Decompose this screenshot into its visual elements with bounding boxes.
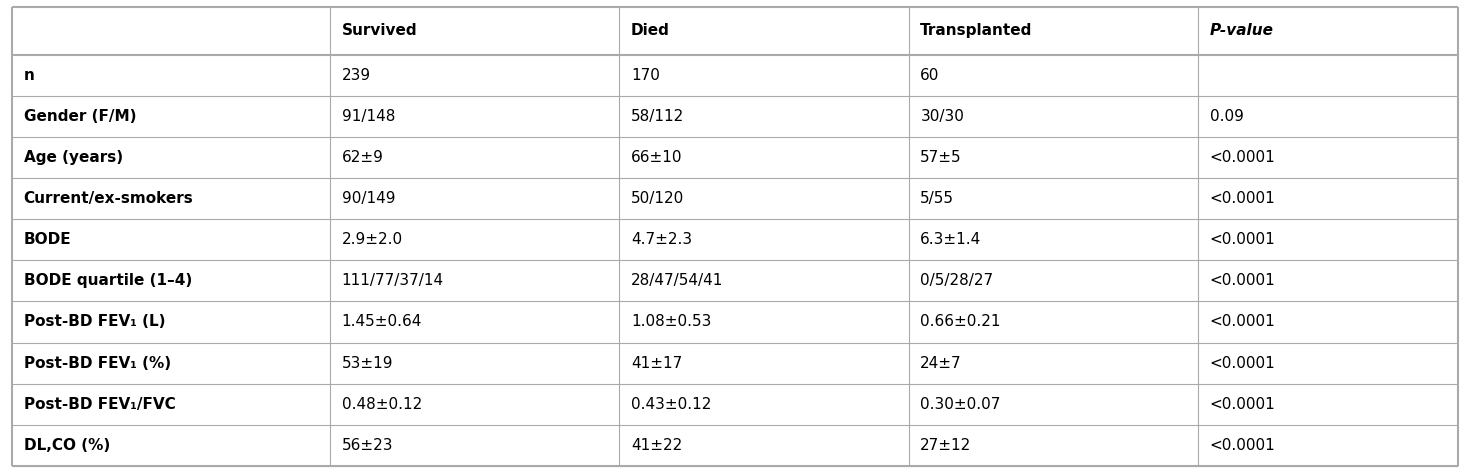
Bar <box>12 260 1458 301</box>
Text: <0.0001: <0.0001 <box>1210 438 1276 453</box>
Text: 4.7±2.3: 4.7±2.3 <box>631 232 692 247</box>
Text: DL,CO (%): DL,CO (%) <box>24 438 110 453</box>
Text: 1.45±0.64: 1.45±0.64 <box>341 315 422 330</box>
Text: n: n <box>24 68 34 83</box>
Text: 91/148: 91/148 <box>341 109 395 124</box>
Text: <0.0001: <0.0001 <box>1210 191 1276 206</box>
Text: Transplanted: Transplanted <box>920 23 1033 38</box>
Bar <box>12 301 1458 342</box>
Text: 57±5: 57±5 <box>920 150 961 165</box>
Bar <box>12 7 1458 55</box>
Text: 60: 60 <box>920 68 939 83</box>
Text: 0.30±0.07: 0.30±0.07 <box>920 397 1001 412</box>
Text: 111/77/37/14: 111/77/37/14 <box>341 273 444 289</box>
Text: 27±12: 27±12 <box>920 438 972 453</box>
Text: 66±10: 66±10 <box>631 150 682 165</box>
Text: 0/5/28/27: 0/5/28/27 <box>920 273 994 289</box>
Text: 30/30: 30/30 <box>920 109 964 124</box>
Text: 62±9: 62±9 <box>341 150 384 165</box>
Bar <box>12 178 1458 219</box>
Text: <0.0001: <0.0001 <box>1210 397 1276 412</box>
Text: BODE quartile (1–4): BODE quartile (1–4) <box>24 273 191 289</box>
Text: 170: 170 <box>631 68 660 83</box>
Text: Post-BD FEV₁ (L): Post-BD FEV₁ (L) <box>24 315 165 330</box>
Text: 56±23: 56±23 <box>341 438 394 453</box>
Text: 0.66±0.21: 0.66±0.21 <box>920 315 1001 330</box>
Text: <0.0001: <0.0001 <box>1210 232 1276 247</box>
Text: 58/112: 58/112 <box>631 109 685 124</box>
Text: Survived: Survived <box>341 23 417 38</box>
Text: Post-BD FEV₁/FVC: Post-BD FEV₁/FVC <box>24 397 175 412</box>
Text: Current/ex-smokers: Current/ex-smokers <box>24 191 193 206</box>
Bar <box>12 219 1458 260</box>
Bar <box>12 96 1458 137</box>
Text: <0.0001: <0.0001 <box>1210 150 1276 165</box>
Text: <0.0001: <0.0001 <box>1210 356 1276 371</box>
Text: <0.0001: <0.0001 <box>1210 315 1276 330</box>
Text: BODE: BODE <box>24 232 71 247</box>
Bar <box>12 55 1458 96</box>
Text: 239: 239 <box>341 68 370 83</box>
Bar <box>12 137 1458 178</box>
Bar <box>12 342 1458 384</box>
Text: 90/149: 90/149 <box>341 191 395 206</box>
Text: 53±19: 53±19 <box>341 356 394 371</box>
Text: 6.3±1.4: 6.3±1.4 <box>920 232 982 247</box>
Text: <0.0001: <0.0001 <box>1210 273 1276 289</box>
Text: 0.09: 0.09 <box>1210 109 1244 124</box>
Text: 24±7: 24±7 <box>920 356 961 371</box>
Bar <box>12 425 1458 466</box>
Text: Age (years): Age (years) <box>24 150 122 165</box>
Text: 41±17: 41±17 <box>631 356 682 371</box>
Text: Gender (F/M): Gender (F/M) <box>24 109 137 124</box>
Text: 0.43±0.12: 0.43±0.12 <box>631 397 711 412</box>
Text: P-value: P-value <box>1210 23 1273 38</box>
Text: 1.08±0.53: 1.08±0.53 <box>631 315 711 330</box>
Text: 28/47/54/41: 28/47/54/41 <box>631 273 723 289</box>
Text: 0.48±0.12: 0.48±0.12 <box>341 397 422 412</box>
Text: Post-BD FEV₁ (%): Post-BD FEV₁ (%) <box>24 356 171 371</box>
Text: Died: Died <box>631 23 670 38</box>
Text: 41±22: 41±22 <box>631 438 682 453</box>
Text: 50/120: 50/120 <box>631 191 685 206</box>
Text: 5/55: 5/55 <box>920 191 954 206</box>
Bar <box>12 384 1458 425</box>
Text: 2.9±2.0: 2.9±2.0 <box>341 232 403 247</box>
